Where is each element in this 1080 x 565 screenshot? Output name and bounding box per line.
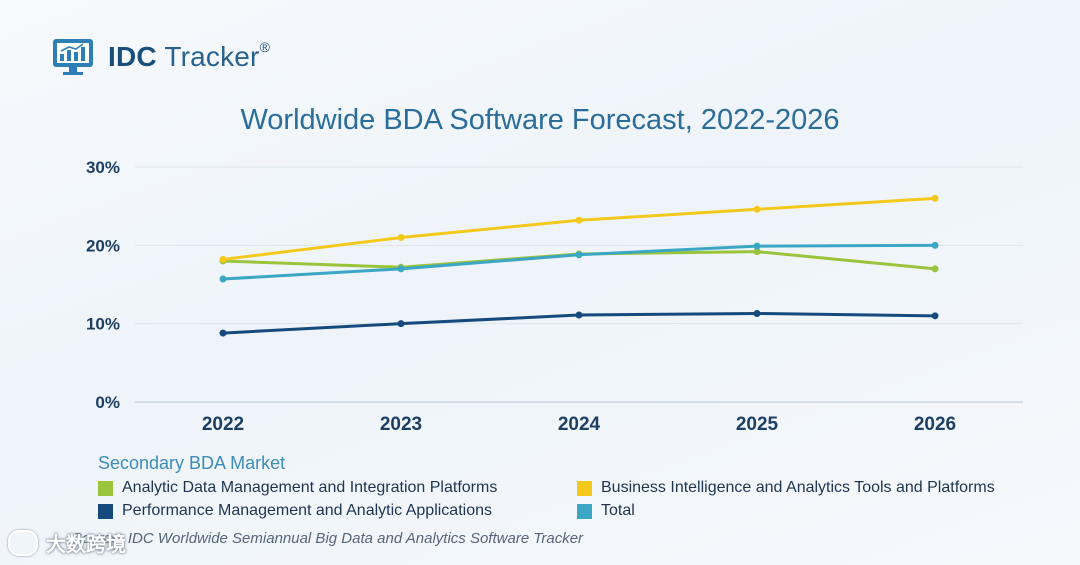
data-point bbox=[219, 255, 227, 263]
x-tick-label: 2023 bbox=[380, 414, 422, 435]
data-point bbox=[753, 205, 761, 213]
data-point bbox=[397, 320, 405, 328]
chart-title: Worldwide BDA Software Forecast, 2022-20… bbox=[240, 104, 840, 136]
y-tick-label: 0% bbox=[95, 393, 120, 412]
logo-registered-mark: ® bbox=[259, 38, 271, 55]
data-point bbox=[219, 329, 227, 337]
x-tick-label: 2025 bbox=[736, 414, 779, 435]
data-point bbox=[397, 234, 405, 241]
legend-swatch bbox=[98, 503, 113, 519]
y-tick-label: 20% bbox=[86, 236, 120, 255]
data-point bbox=[931, 241, 939, 249]
legend-item-business-intelligence: Business Intelligence and Analytics Tool… bbox=[577, 479, 995, 497]
monitor-chart-icon bbox=[53, 39, 93, 75]
logo-wordmark: IDC Tracker® bbox=[108, 38, 271, 73]
watermark-text: 大数跨境 bbox=[46, 534, 126, 556]
y-tick-label: 30% bbox=[86, 158, 120, 177]
x-tick-label: 2024 bbox=[558, 414, 601, 435]
data-point bbox=[575, 251, 583, 259]
legend-item-performance-management: Performance Management and Analytic Appl… bbox=[98, 502, 492, 520]
series-line bbox=[221, 196, 937, 261]
data-point bbox=[575, 311, 583, 319]
data-point bbox=[931, 312, 939, 320]
data-point bbox=[397, 265, 405, 273]
data-point bbox=[931, 194, 939, 202]
series-line bbox=[221, 243, 937, 281]
legend-title: Secondary BDA Market bbox=[98, 453, 286, 473]
data-point bbox=[219, 275, 227, 283]
data-point bbox=[931, 265, 939, 273]
watermark: 大数跨境 bbox=[8, 528, 126, 557]
data-point bbox=[753, 248, 761, 256]
logo-brand: IDC bbox=[108, 41, 157, 72]
data-point bbox=[575, 216, 583, 224]
legend-swatch bbox=[577, 503, 592, 519]
legend-swatch bbox=[577, 480, 592, 496]
x-tick-label: 2022 bbox=[202, 414, 244, 435]
x-tick-label: 2026 bbox=[914, 414, 956, 435]
legend-label: Total bbox=[601, 502, 635, 519]
data-point bbox=[753, 242, 761, 250]
legend-label: Analytic Data Management and Integration… bbox=[122, 479, 498, 496]
legend-label: Performance Management and Analytic Appl… bbox=[122, 502, 492, 519]
source-note: Source: IDC Worldwide Semiannual Big Dat… bbox=[72, 530, 584, 547]
logo-product: Tracker bbox=[164, 41, 260, 72]
idc-tracker-logo: IDC Tracker® bbox=[52, 38, 270, 76]
legend-item-total: Total bbox=[577, 502, 635, 520]
legend-swatch bbox=[98, 480, 113, 496]
data-point bbox=[753, 309, 761, 317]
watermark-logo-icon bbox=[8, 529, 38, 556]
legend-label: Business Intelligence and Analytics Tool… bbox=[601, 479, 995, 496]
y-tick-label: 10% bbox=[86, 315, 120, 334]
legend-item-analytic-data-management: Analytic Data Management and Integration… bbox=[98, 479, 497, 497]
